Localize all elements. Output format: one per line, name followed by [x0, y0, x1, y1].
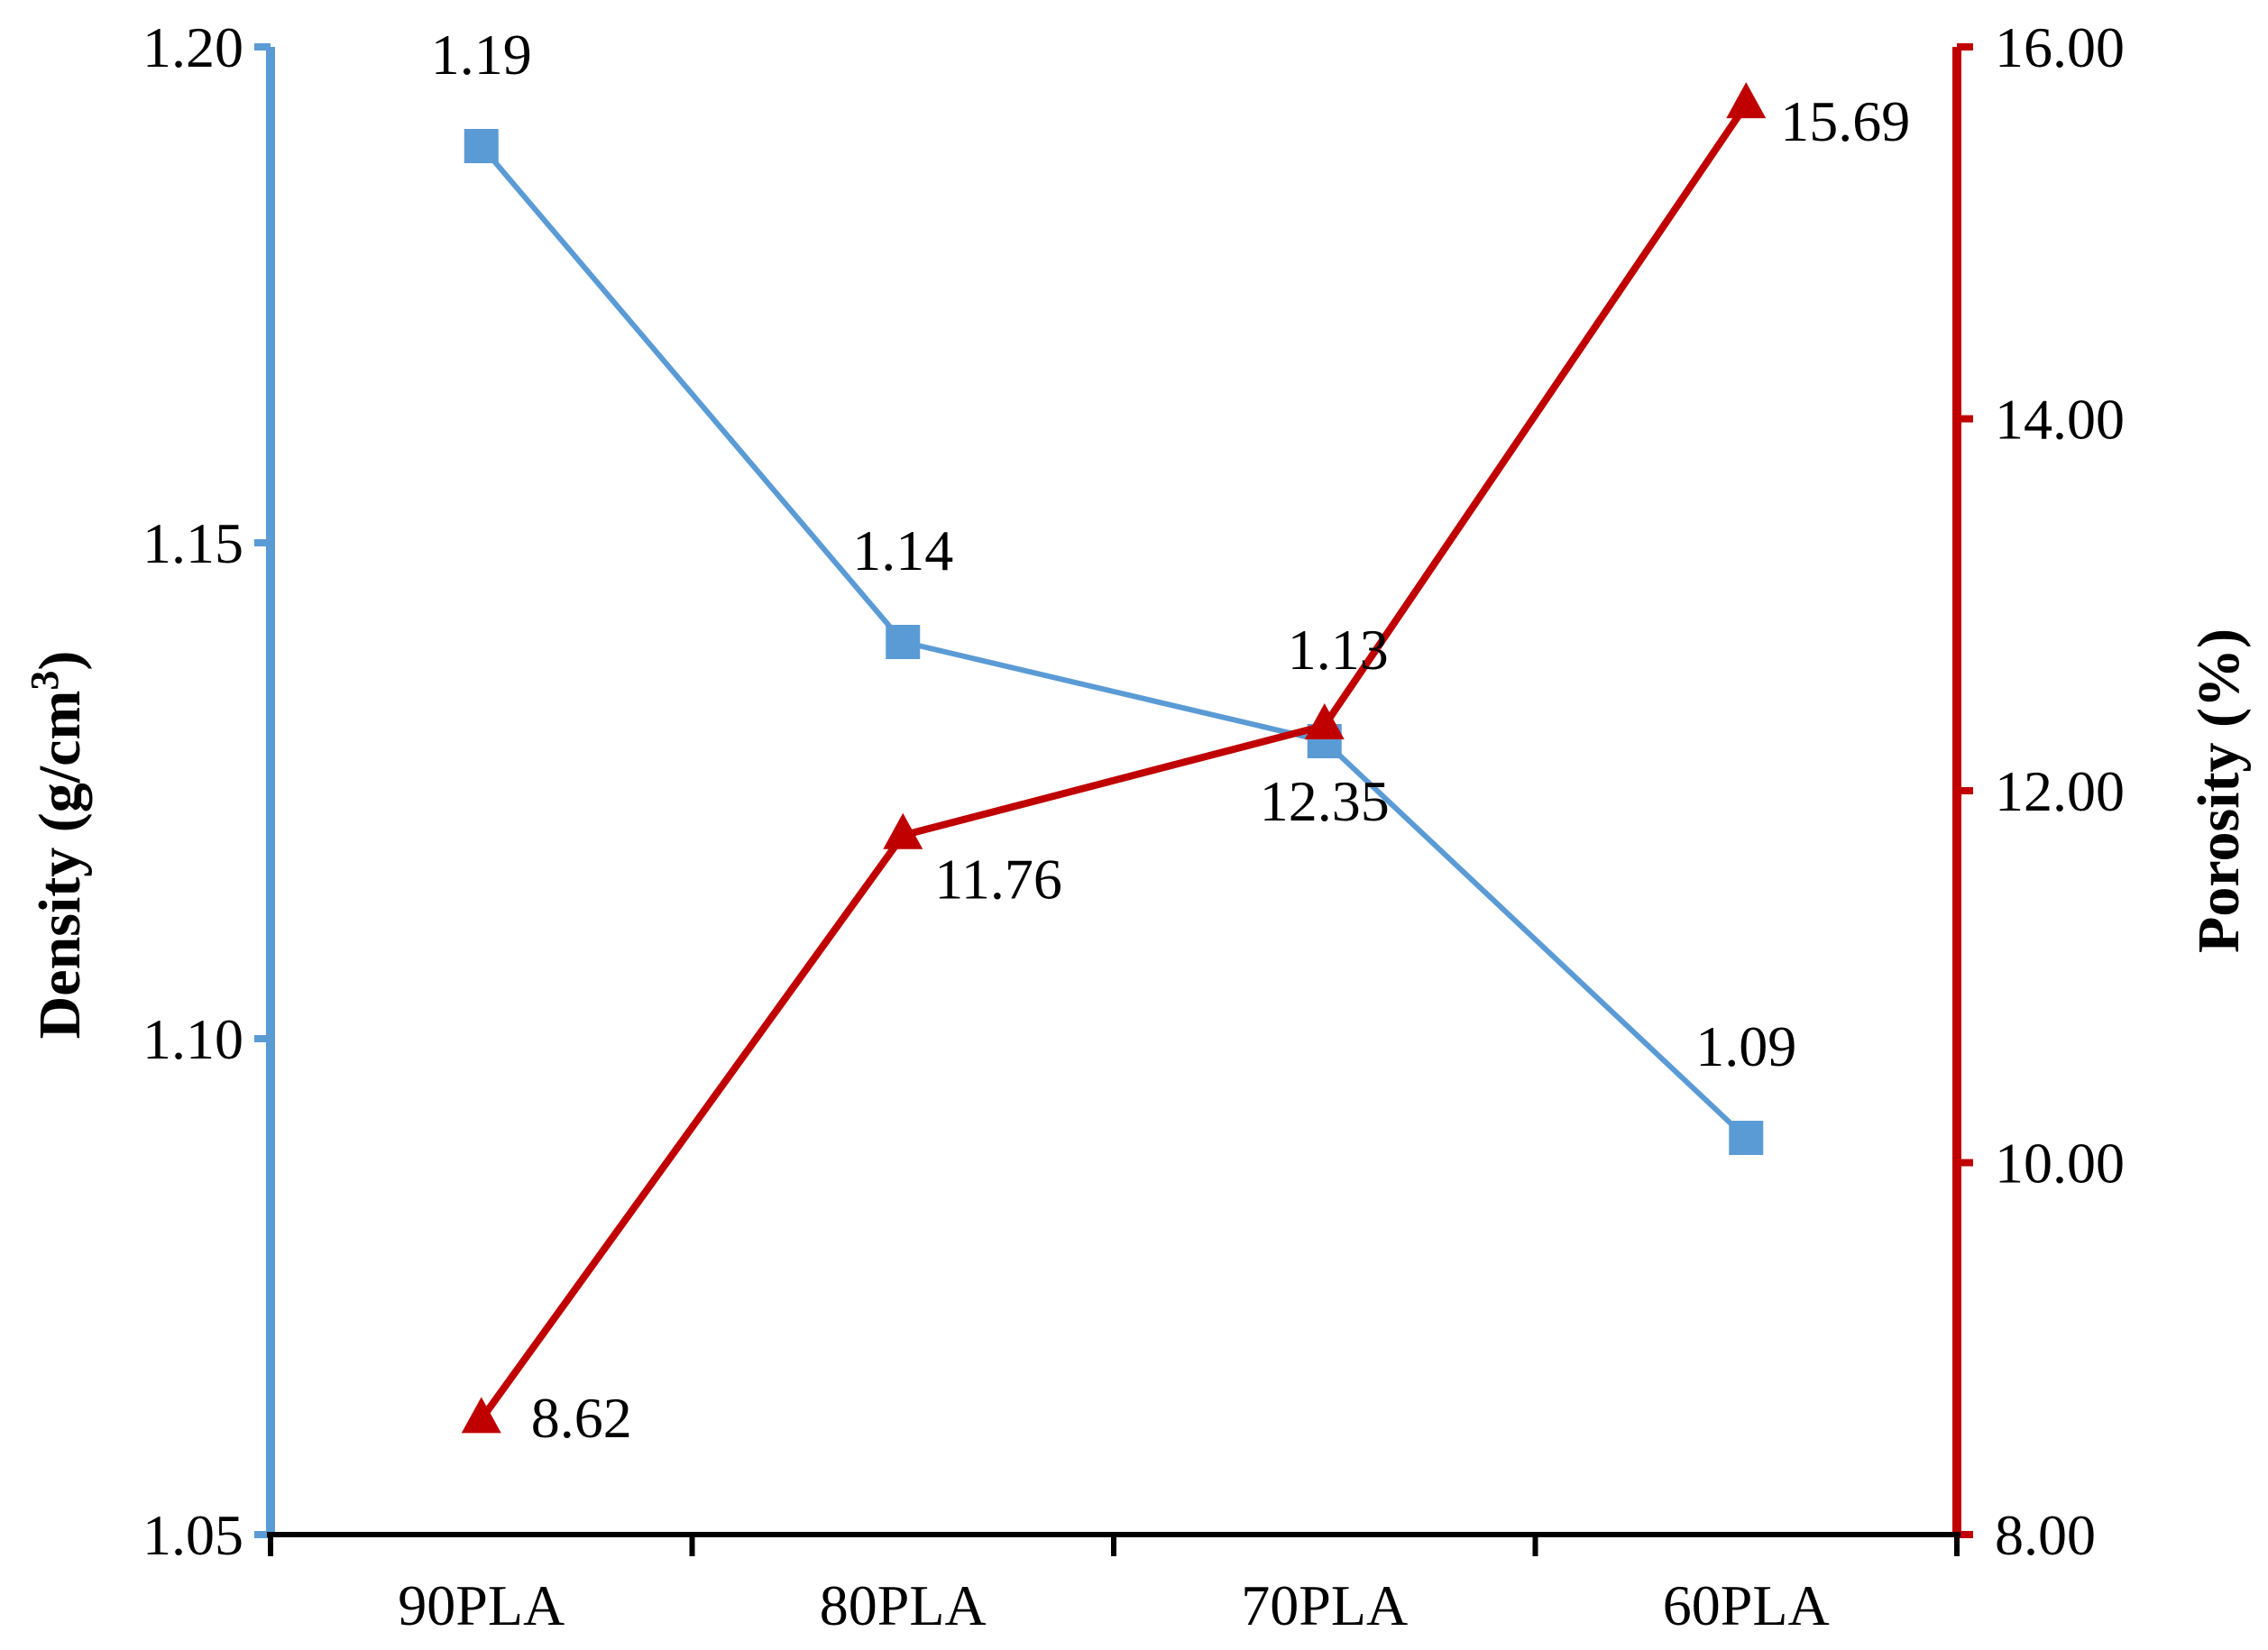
x-tick-label: 90PLA [398, 1573, 565, 1637]
right-tick-label: 10.00 [1995, 1132, 2125, 1196]
density-point-marker [464, 129, 499, 163]
right-tick-label: 8.00 [1995, 1503, 2096, 1567]
left-axis-title-main: Density (g/cm [27, 691, 93, 1040]
right-axis-title: Porosity (%) [2186, 628, 2252, 953]
left-axis-title: Density (g/cm3) [23, 651, 94, 1040]
x-axis-ticks: 90PLA 80PLA 70PLA 60PLA [268, 1535, 1960, 1637]
density-point-marker [886, 625, 921, 659]
x-tick-label: 60PLA [1663, 1573, 1830, 1637]
left-tick-label: 1.15 [142, 511, 243, 575]
x-tick-label: 70PLA [1241, 1573, 1408, 1637]
data-label: 11.76 [934, 848, 1062, 912]
left-axis-ticks: 1.05 1.10 1.15 1.20 [142, 15, 271, 1567]
series-layer [461, 82, 1767, 1434]
left-axis-title-end: ) [27, 651, 93, 671]
data-label: 1.14 [852, 518, 953, 582]
data-label: 12.35 [1260, 769, 1390, 833]
x-tick-label: 80PLA [820, 1573, 987, 1637]
left-tick-label: 1.10 [142, 1007, 243, 1071]
data-label: 1.09 [1695, 1014, 1796, 1078]
right-axis-ticks: 8.00 10.00 12.00 14.00 16.00 [1957, 15, 2125, 1567]
data-label: 15.69 [1780, 89, 1910, 153]
data-label: 8.62 [531, 1386, 632, 1450]
series-line-left [479, 144, 1749, 1141]
porosity-point-marker [883, 812, 923, 849]
data-label: 1.19 [431, 23, 532, 87]
data-labels: 1.19 1.14 1.13 1.09 8.62 11.76 12.35 15.69 [431, 23, 1911, 1450]
density-point-marker [1729, 1121, 1764, 1155]
right-tick-label: 16.00 [1995, 15, 2125, 79]
porosity-point-marker [461, 1397, 501, 1434]
left-tick-label: 1.20 [142, 15, 243, 79]
porosity-point-marker [1304, 703, 1345, 740]
right-tick-label: 12.00 [1995, 759, 2125, 823]
left-axis-title-superscript: 3 [23, 671, 67, 691]
data-label: 1.13 [1288, 618, 1389, 682]
porosity-point-marker [1726, 82, 1767, 119]
right-tick-label: 14.00 [1995, 388, 2125, 452]
series-line-right [478, 102, 1749, 1422]
left-tick-label: 1.05 [142, 1503, 243, 1567]
